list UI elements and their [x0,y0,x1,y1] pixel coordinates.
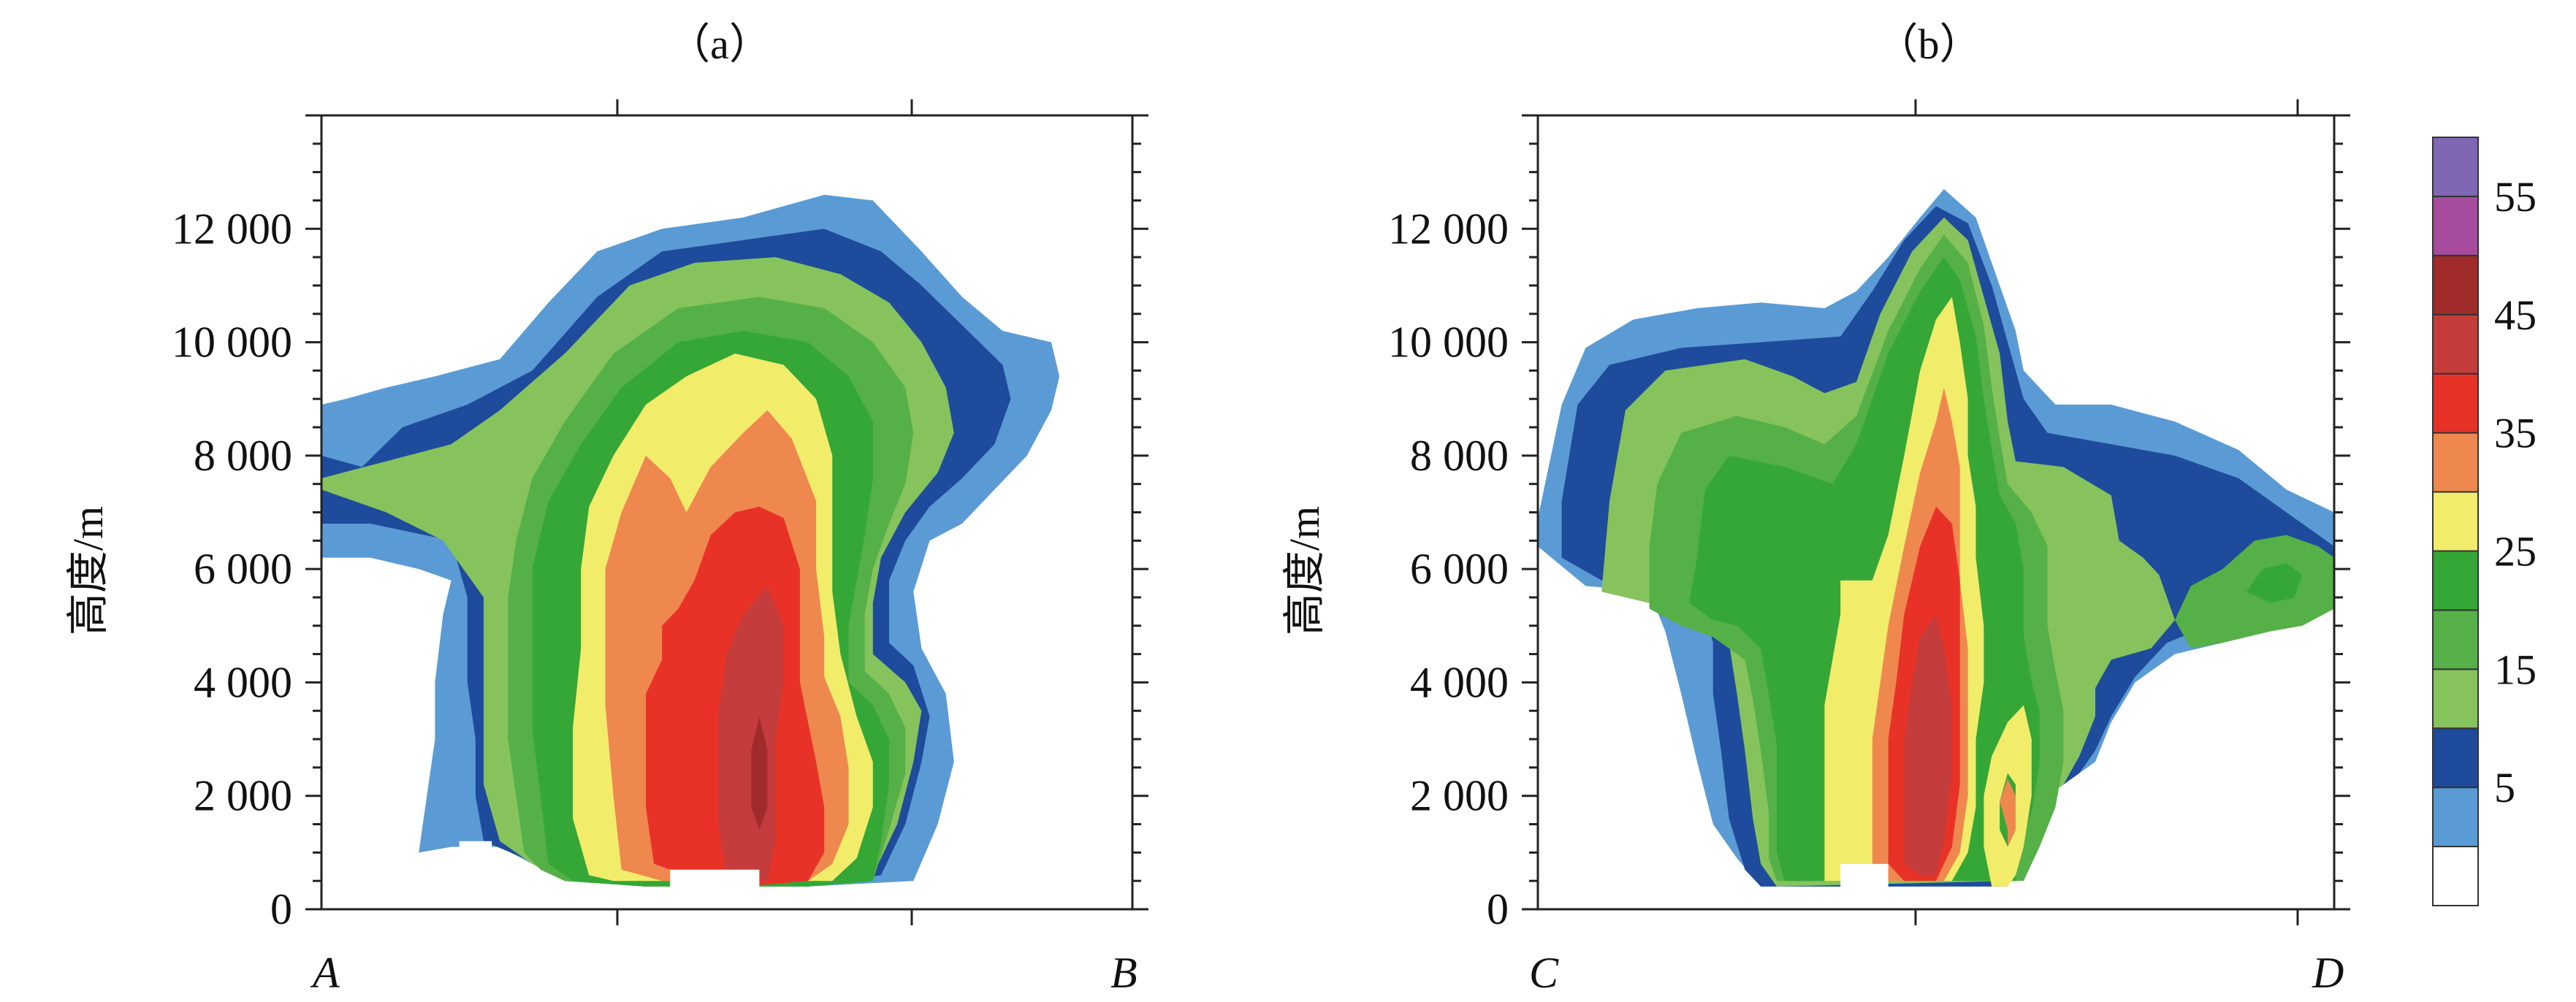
y-tick-label: 4 000 [1410,658,1509,706]
contour-level-45 [718,586,784,881]
panel-title: （b） [1875,20,1981,68]
colorbar-tick-label: 45 [2494,291,2537,339]
colorbar-swatch [2432,787,2479,848]
colorbar-swatch [2432,372,2479,434]
panel-title: （a） [668,20,771,68]
colorbar-swatch [2432,846,2479,906]
colorbar: 5 15 25 35 45 55 [2432,137,2537,906]
colorbar-swatch [2432,432,2479,493]
y-tick-label: 0 [270,885,292,933]
contour-patch-level-25 [2247,563,2303,603]
y-tick-label: 12 000 [1388,204,1509,253]
colorbar-swatch [2432,550,2479,611]
x-end-label: D [2312,949,2344,997]
blank-region [459,841,492,853]
x-start-label: A [310,949,340,997]
blank-region [1840,863,1889,892]
colorbar-swatch [2432,254,2479,315]
colorbar-tick-label: 15 [2494,646,2537,693]
blank-region [670,869,760,892]
colorbar-swatch [2432,195,2479,256]
panel-b: 0 2 000 4 000 6 000 8 000 10 000 12 000 （b） C D 高度… [1281,20,2350,997]
y-tick-label: 8 000 [1410,432,1509,480]
colorbar-tick-label: 25 [2494,527,2537,575]
colorbar-swatch [2432,727,2479,789]
colorbar-swatch [2432,313,2479,375]
y-tick-label: 6 000 [194,545,292,593]
y-tick-label: 4 000 [194,658,292,706]
y-axis-label: 高度/m [1281,506,1328,635]
colorbar-swatch [2432,137,2479,197]
y-tick-label: 12 000 [172,204,292,253]
x-start-label: C [1529,949,1559,997]
colorbar-tick-label: 55 [2494,173,2537,221]
y-tick-label: 2 000 [1410,772,1509,820]
contour-patch-level-35 [2000,779,2016,847]
colorbar-swatch [2432,609,2479,670]
y-tick-label: 6 000 [1410,545,1509,593]
colorbar-swatch [2432,491,2479,552]
contour-level-45 [1904,614,1952,876]
contour-level-50 [751,716,768,830]
y-tick-label: 10 000 [1388,318,1509,367]
panel-a: 0 2 000 4 000 6 000 8 000 10 000 12 000 （a） A B 高度… [64,20,1148,997]
colorbar-tick-label: 5 [2494,764,2515,811]
y-tick-label: 0 [1487,885,1509,933]
colorbar-frame [2432,137,2479,906]
y-tick-label: 8 000 [194,432,292,480]
y-tick-label: 10 000 [172,318,292,367]
y-tick-label: 2 000 [194,772,292,820]
colorbar-swatch [2432,668,2479,730]
x-end-label: B [1110,949,1138,997]
y-axis-label: 高度/m [64,506,112,635]
colorbar-tick-label: 35 [2494,410,2537,457]
